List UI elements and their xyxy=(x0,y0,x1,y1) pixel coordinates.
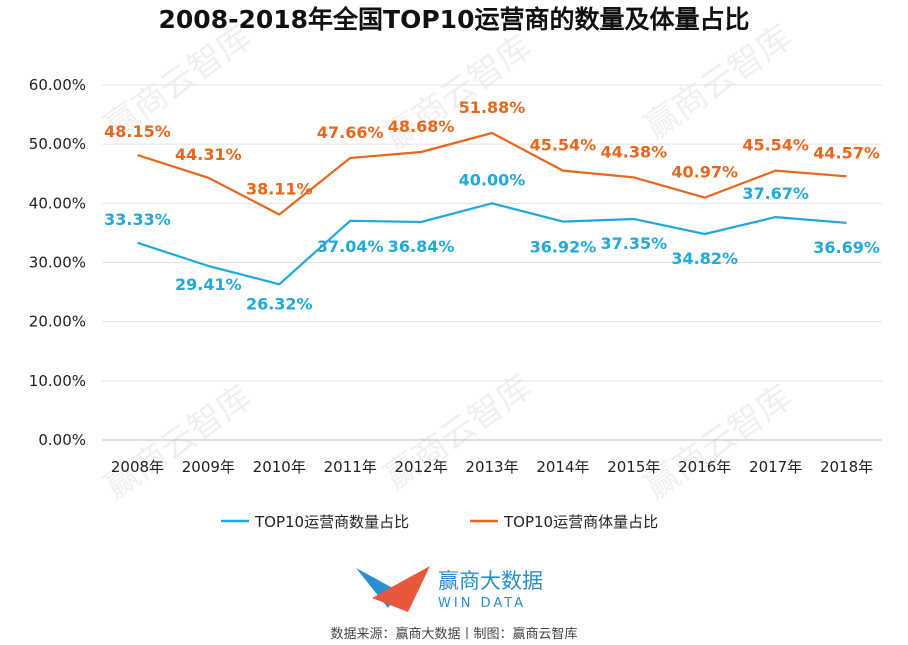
watermark-text: 赢商云智库 xyxy=(637,377,799,507)
watermark-text: 赢商云智库 xyxy=(97,377,259,507)
data-label: 37.35% xyxy=(600,234,667,253)
x-tick-label: 2018年 xyxy=(820,458,873,476)
logo-name-en: WIN DATA xyxy=(438,596,526,611)
series-line-volume-share xyxy=(137,131,847,216)
data-label: 33.33% xyxy=(104,210,171,229)
data-label: 26.32% xyxy=(246,294,313,313)
x-tick-label: 2014年 xyxy=(536,458,589,476)
logo-mark-red xyxy=(372,566,430,612)
legend: TOP10运营商数量占比 TOP10运营商体量占比 xyxy=(221,513,658,531)
data-label: 45.54% xyxy=(742,136,809,155)
data-label: 48.15% xyxy=(104,122,171,141)
data-label: 36.69% xyxy=(813,238,880,257)
data-label: 45.54% xyxy=(530,136,597,155)
legend-label: TOP10运营商数量占比 xyxy=(254,513,409,531)
y-tick-label: 20.00% xyxy=(29,313,86,331)
x-tick-label: 2017年 xyxy=(749,458,802,476)
series-line-count-share xyxy=(137,202,847,286)
x-tick-label: 2013年 xyxy=(465,458,518,476)
legend-label: TOP10运营商体量占比 xyxy=(503,513,658,531)
y-tick-label: 60.00% xyxy=(29,76,86,94)
y-tick-label: 0.00% xyxy=(38,431,86,449)
data-label: 37.04% xyxy=(317,237,384,256)
data-label: 40.00% xyxy=(459,170,526,189)
watermark-text: 赢商云智库 xyxy=(377,367,539,497)
x-tick-label: 2010年 xyxy=(253,458,306,476)
data-label: 37.67% xyxy=(742,184,809,203)
data-label: 51.88% xyxy=(459,98,526,117)
data-label: 36.84% xyxy=(388,237,455,256)
x-tick-label: 2011年 xyxy=(324,458,377,476)
data-label: 36.92% xyxy=(530,238,597,257)
data-label: 34.82% xyxy=(671,249,738,268)
data-label: 44.38% xyxy=(600,142,667,161)
data-labels: 33.33% 29.41%26.32% 37.04% 36.84% 40.00% 36.9… xyxy=(104,98,880,313)
x-tick-label: 2015年 xyxy=(607,458,660,476)
y-tick-label: 50.00% xyxy=(29,135,86,153)
x-tick-label: 2009年 xyxy=(182,458,235,476)
x-tick-label: 2012年 xyxy=(394,458,447,476)
data-label: 38.11% xyxy=(246,180,313,199)
y-tick-label: 10.00% xyxy=(29,372,86,390)
x-axis: 2008年 2009年 2010年 2011年 2012年 2013年 2014年 2015年… xyxy=(111,458,873,476)
watermark-text: 赢商云智库 xyxy=(377,27,539,157)
data-label: 44.31% xyxy=(175,145,242,164)
chart-title: 2008-2018年全国TOP10运营商的数量及体量占比 xyxy=(159,5,750,34)
watermark-text: 赢商云智库 xyxy=(637,17,799,147)
data-label: 48.68% xyxy=(388,117,455,136)
win-data-logo: 赢商大数据 WIN DATA xyxy=(356,566,543,612)
x-tick-label: 2016年 xyxy=(678,458,731,476)
logo-name-cn: 赢商大数据 xyxy=(438,569,543,593)
y-tick-label: 30.00% xyxy=(29,254,86,272)
y-axis: 0.00% 10.00% 20.00% 30.00% 40.00% 50.00% 60.00… xyxy=(29,76,86,449)
gridlines xyxy=(102,84,882,441)
footer-source: 数据来源：赢商大数据丨制图：赢商云智库 xyxy=(330,626,577,642)
series-lines xyxy=(137,131,847,286)
data-label: 47.66% xyxy=(317,123,384,142)
data-label: 29.41% xyxy=(175,275,242,294)
x-tick-label: 2008年 xyxy=(111,458,164,476)
data-label: 44.57% xyxy=(813,143,880,162)
data-label: 40.97% xyxy=(671,163,738,182)
y-tick-label: 40.00% xyxy=(29,194,86,212)
